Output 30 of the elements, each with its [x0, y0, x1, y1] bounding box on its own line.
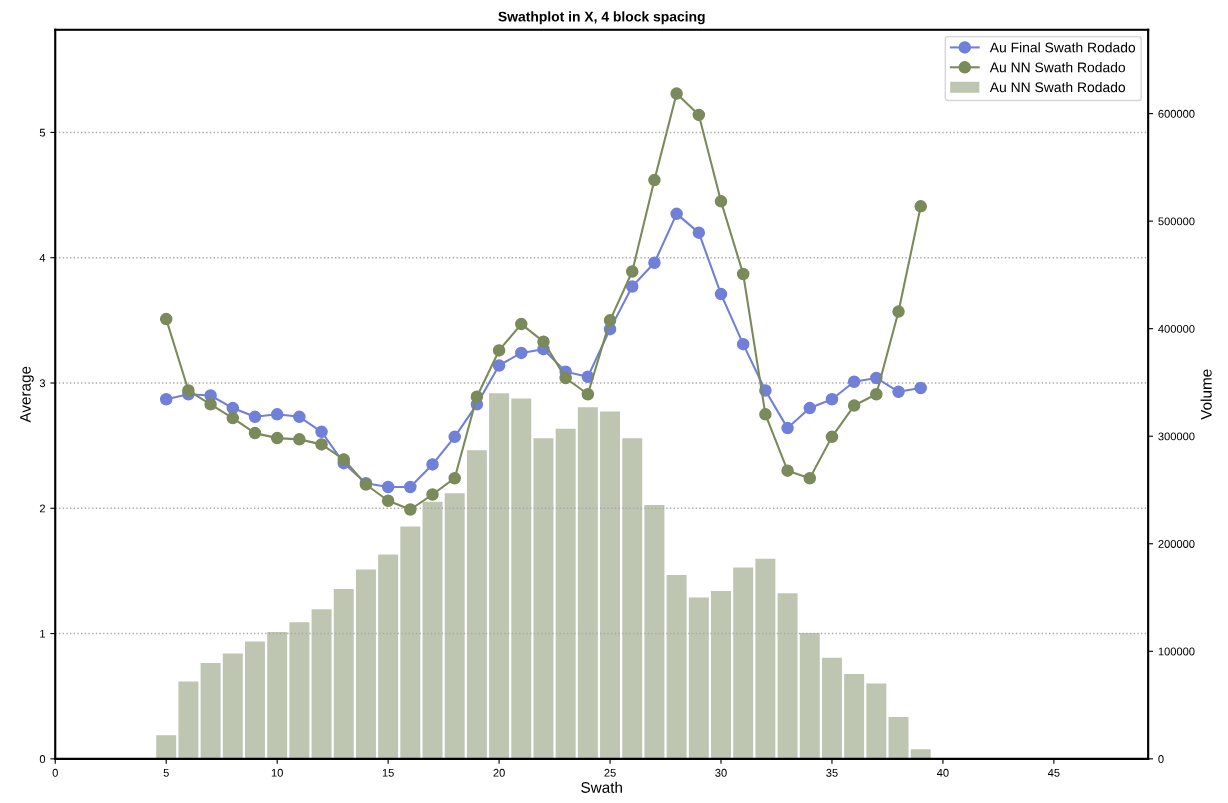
y2-tick-label: 200000	[1158, 540, 1195, 548]
y-tick-label: 0	[39, 755, 46, 763]
y2-tick-label: 600000	[1158, 109, 1195, 118]
y2-tick-label: 500000	[1158, 217, 1195, 226]
y-tick-label: 2	[39, 504, 45, 513]
y2-tick-label: 300000	[1158, 432, 1195, 441]
y2-tick-label: 400000	[1158, 324, 1195, 333]
x-tick-label: 40	[936, 768, 949, 777]
legend-label: Au NN Swath Rodado	[989, 81, 1126, 93]
y-tick-label: 4	[39, 254, 46, 262]
chart-title: Swathplot in X, 4 block spacing	[498, 11, 705, 25]
y2-tick-label: 0	[1158, 755, 1164, 763]
y-tick-label: 5	[39, 128, 46, 137]
x-axis-title: Swath	[581, 781, 622, 793]
x-tick-label: 25	[604, 768, 616, 777]
x-tick-label: 45	[1047, 768, 1060, 777]
x-tick-label: 15	[382, 768, 394, 777]
y-tick-label: 1	[40, 629, 45, 638]
x-tick-label: 35	[826, 768, 838, 777]
x-tick-label: 0	[52, 768, 58, 777]
x-tick-label: 20	[493, 768, 505, 777]
x-tick-label: 10	[271, 768, 283, 777]
y-tick-label: 3	[39, 379, 46, 388]
legend-label: Au NN Swath Rodado	[989, 62, 1126, 73]
x-tick-label: 5	[163, 768, 169, 777]
legend-label: Au Final Swath Rodado	[989, 42, 1136, 53]
y-axis-title: Average	[20, 366, 34, 423]
y2-tick-label: 100000	[1158, 647, 1195, 656]
y2-axis-title: Volume	[1200, 369, 1212, 420]
x-tick-label: 30	[715, 768, 727, 777]
